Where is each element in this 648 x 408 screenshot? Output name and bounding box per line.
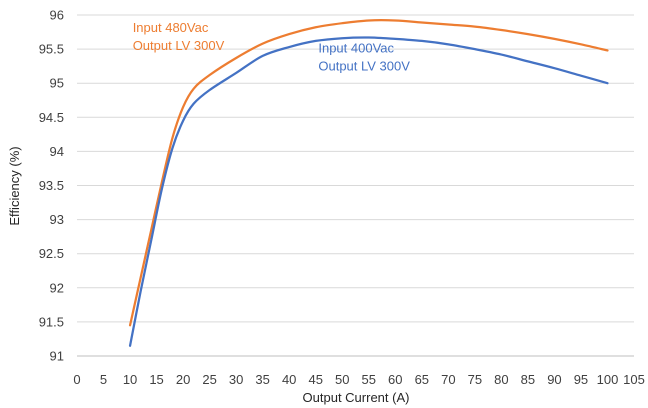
x-tick-label: 85 [521, 372, 535, 387]
y-tick-label: 94.5 [39, 110, 64, 125]
x-tick-label: 50 [335, 372, 349, 387]
series-annotations: Input 480Vac Output LV 300V Input 400Vac Ou… [133, 20, 411, 73]
x-tick-label: 30 [229, 372, 243, 387]
series-annotation-2: Output LV 300V [318, 59, 410, 74]
y-tick-label: 94 [50, 144, 64, 159]
x-tick-label: 95 [574, 372, 588, 387]
x-tick-label: 60 [388, 372, 402, 387]
x-tick-label: 65 [415, 372, 429, 387]
x-tick-label: 5 [100, 372, 107, 387]
y-tick-label: 96 [50, 8, 64, 23]
y-tick-labels: 91 91.5 92 92.5 93 93.5 94 94.5 95 95.5 96 [39, 8, 64, 364]
x-tick-label: 35 [255, 372, 269, 387]
x-axis-title: Output Current (A) [303, 390, 410, 405]
x-tick-labels: 0 5 10 15 20 25 30 35 40 45 50 55 60 65 70 75 80 85 90 95 10… [73, 372, 644, 387]
y-tick-label: 91.5 [39, 314, 64, 329]
y-axis-title: Efficiency (%) [7, 146, 22, 225]
y-tick-label: 92.5 [39, 246, 64, 261]
series-annotation-1: Input 480Vac [133, 20, 209, 35]
y-tick-label: 93.5 [39, 178, 64, 193]
y-tick-label: 93 [50, 212, 64, 227]
x-tick-label: 25 [202, 372, 216, 387]
series-lines [128, 19, 609, 347]
series-annotation-2: Input 400Vac [318, 41, 394, 56]
x-tick-label: 100 [597, 372, 619, 387]
x-tick-label: 10 [123, 372, 137, 387]
x-tick-label: 20 [176, 372, 190, 387]
x-tick-label: 0 [73, 372, 80, 387]
x-tick-label: 55 [362, 372, 376, 387]
y-tick-label: 92 [50, 280, 64, 295]
x-tick-label: 70 [441, 372, 455, 387]
y-tick-label: 91 [50, 349, 64, 364]
x-tick-label: 15 [149, 372, 163, 387]
x-tick-label: 40 [282, 372, 296, 387]
series-annotation-1: Output LV 300V [133, 38, 225, 53]
x-tick-label: 105 [623, 372, 645, 387]
x-tick-label: 45 [308, 372, 322, 387]
series-line-2 [128, 36, 609, 347]
x-tick-label: 80 [494, 372, 508, 387]
x-tick-label: 75 [468, 372, 482, 387]
x-tick-label: 90 [547, 372, 561, 387]
y-tick-label: 95.5 [39, 42, 64, 57]
series-line-1 [128, 19, 609, 327]
y-tick-label: 95 [50, 76, 64, 91]
